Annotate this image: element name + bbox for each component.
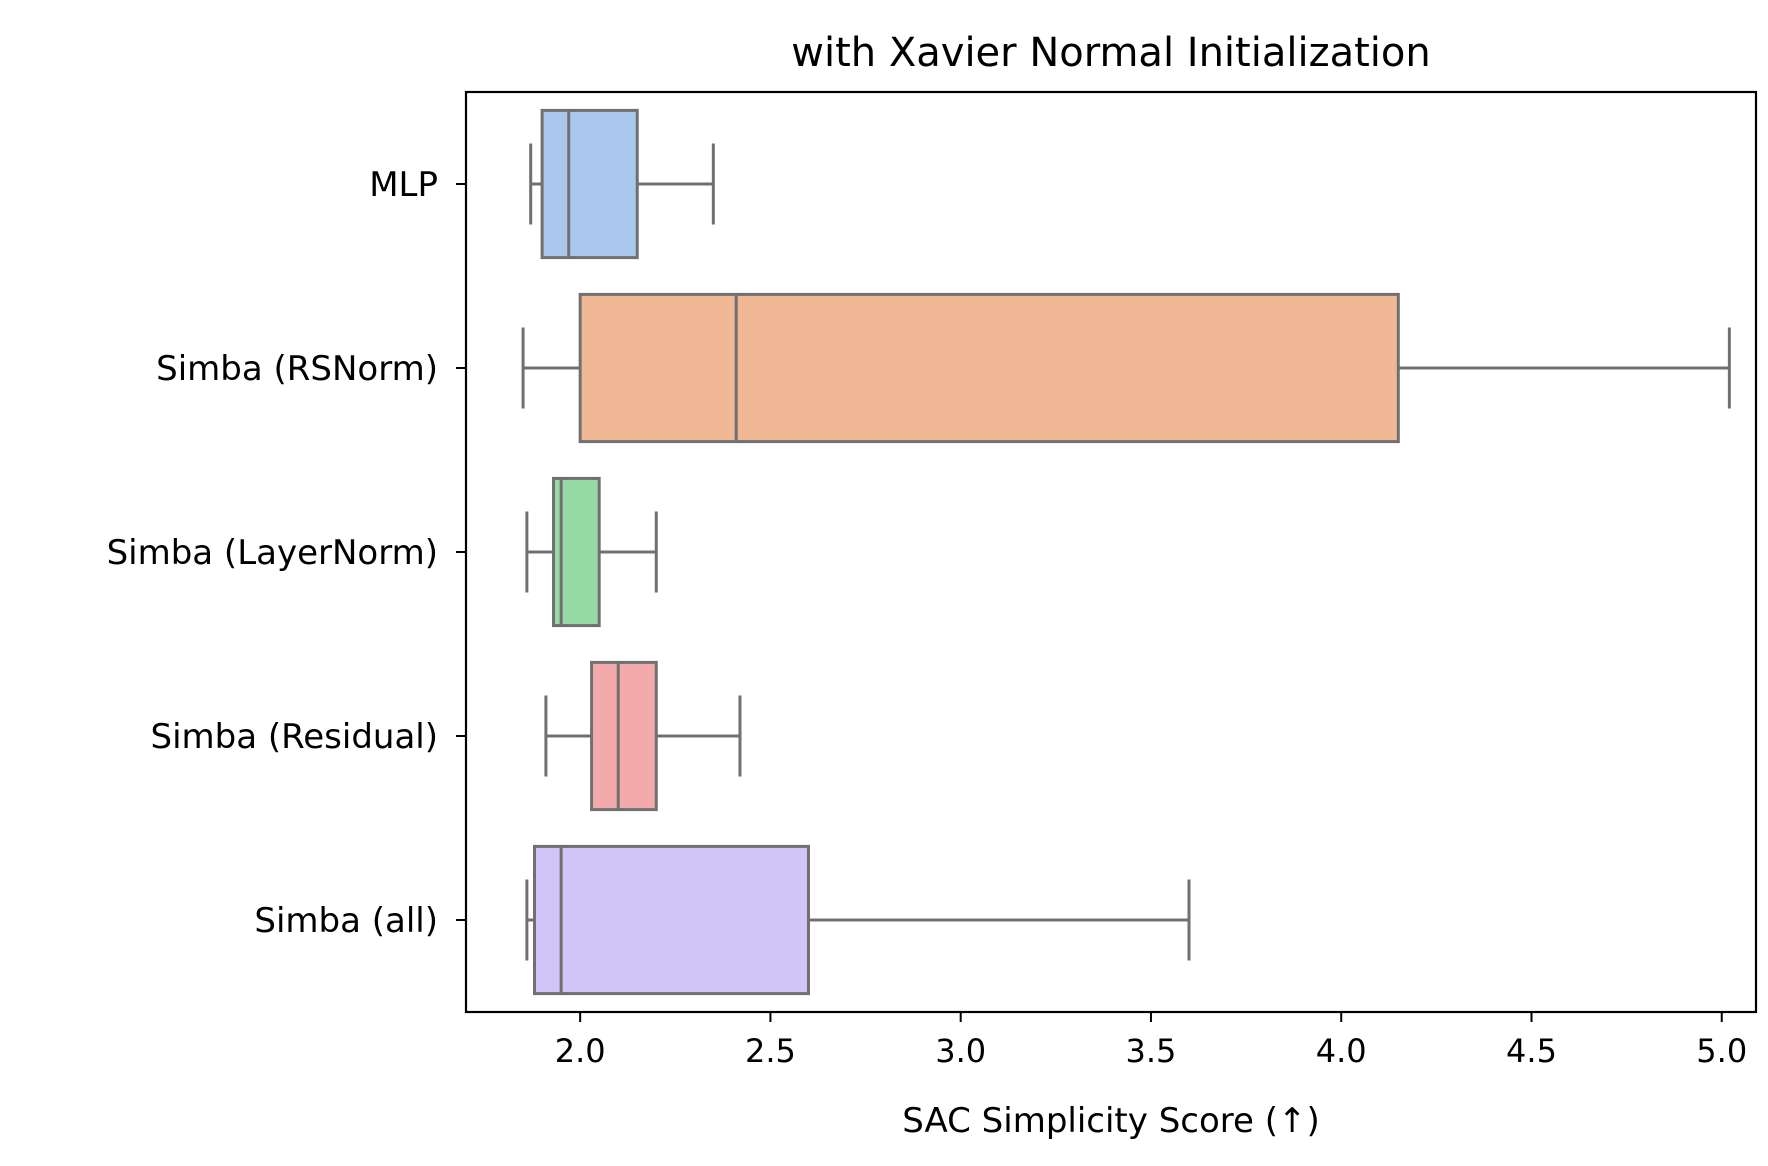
- y-tick-label: Simba (LayerNorm): [107, 533, 438, 573]
- x-tick-label: 3.5: [1126, 1032, 1177, 1070]
- box-iqr: [532, 844, 810, 996]
- x-axis: 2.0 2.5 3.0 3.5 4.0 4.5 5.0: [555, 1012, 1747, 1070]
- x-tick-label: 5.0: [1696, 1032, 1747, 1070]
- plot-frame: [464, 90, 1758, 1014]
- box-iqr: [540, 108, 639, 260]
- box-series: [521, 108, 1731, 996]
- y-tick-label: MLP: [369, 165, 438, 205]
- y-tick-label: Simba (RSNorm): [156, 349, 438, 389]
- box-iqr: [578, 292, 1400, 444]
- box-group: [525, 844, 1191, 996]
- y-axis: MLP Simba (RSNorm) Simba (LayerNorm) Simba …: [107, 165, 466, 941]
- box-iqr: [590, 660, 658, 812]
- x-tick-label: 4.0: [1316, 1032, 1367, 1070]
- x-tick-label: 2.0: [555, 1032, 606, 1070]
- x-tick-label: 3.0: [935, 1032, 986, 1070]
- box-group: [544, 660, 742, 812]
- box-group: [525, 476, 658, 628]
- box-group: [529, 108, 715, 260]
- chart-title: with Xavier Normal Initialization: [791, 30, 1430, 76]
- y-tick-label: Simba (Residual): [151, 717, 439, 757]
- y-tick-label: Simba (all): [254, 901, 438, 941]
- x-tick-label: 2.5: [745, 1032, 796, 1070]
- x-axis-label: SAC Simplicity Score (↑): [902, 1101, 1320, 1141]
- x-tick-label: 4.5: [1506, 1032, 1557, 1070]
- box-group: [521, 292, 1731, 444]
